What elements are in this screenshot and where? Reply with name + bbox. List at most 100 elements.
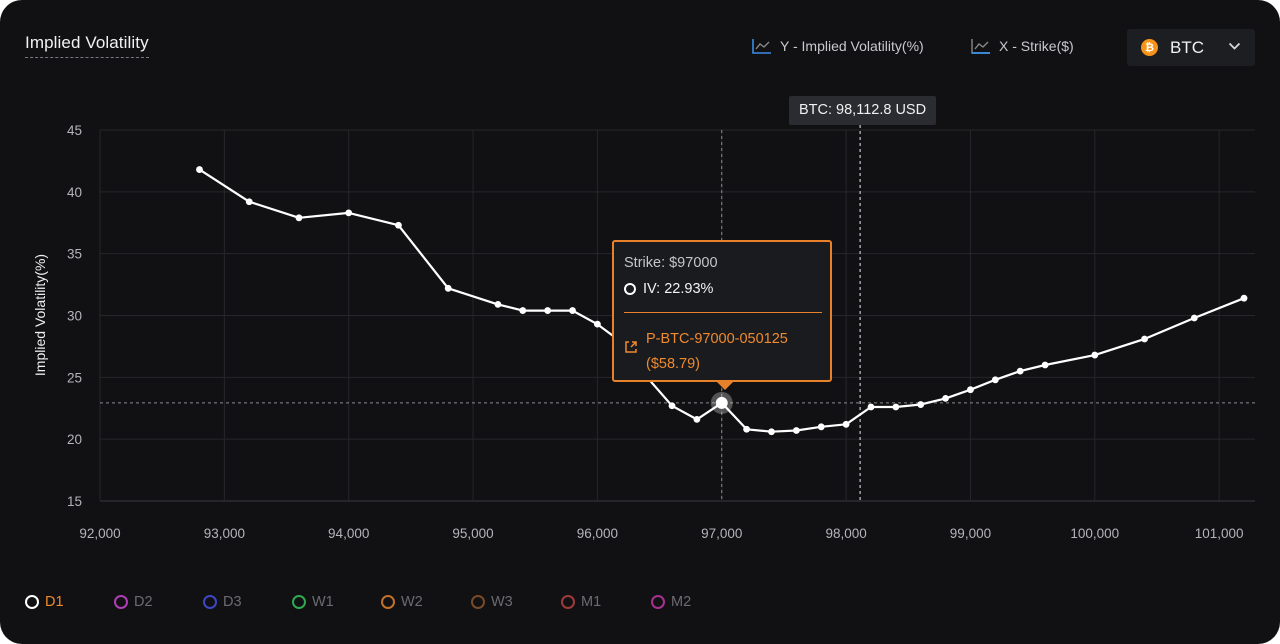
page-title: Implied Volatility xyxy=(25,33,149,58)
y-tick-label: 35 xyxy=(67,247,82,262)
series-marker-icon xyxy=(292,595,306,609)
bitcoin-icon: ₿ xyxy=(1141,39,1158,56)
series-toggle-m2[interactable]: M2 xyxy=(651,594,711,610)
data-point xyxy=(1190,314,1198,322)
data-point xyxy=(967,386,974,394)
y-axis-title: Implied Volatility(%) xyxy=(32,254,48,376)
series-toggle-label: M1 xyxy=(581,594,602,610)
x-axis-legend-label: X - Strike($) xyxy=(999,38,1074,54)
active-point xyxy=(715,396,728,409)
x-tick-label: 94,000 xyxy=(328,526,369,541)
series-toggle-w3[interactable]: W3 xyxy=(471,594,561,610)
series-marker-icon xyxy=(25,595,39,609)
y-axis-legend: Y - Implied Volatility(%) xyxy=(752,38,924,54)
series-marker-icon xyxy=(651,595,665,609)
data-point xyxy=(1016,367,1024,375)
data-point xyxy=(345,209,353,217)
data-point xyxy=(991,376,999,384)
y-tick-label: 40 xyxy=(67,185,82,200)
y-tick-label: 45 xyxy=(67,123,82,138)
data-point xyxy=(1041,361,1049,369)
data-point xyxy=(842,420,850,428)
x-tick-label: 97,000 xyxy=(701,526,742,541)
x-tick-label: 99,000 xyxy=(950,526,991,541)
series-marker-icon xyxy=(624,283,636,295)
external-link-icon xyxy=(625,341,637,353)
tooltip-iv-value: IV: 22.93% xyxy=(643,281,714,297)
y-tick-label: 30 xyxy=(67,309,82,324)
data-point xyxy=(792,427,800,434)
line-chart-icon xyxy=(971,39,990,54)
tooltip-iv: IV: 22.93% xyxy=(624,281,713,297)
data-point xyxy=(519,307,527,314)
tooltip-divider xyxy=(624,312,822,313)
series-toggle-label: W3 xyxy=(491,594,513,610)
line-chart-icon xyxy=(752,39,771,54)
data-point xyxy=(668,402,676,410)
data-point xyxy=(892,403,900,411)
y-tick-label: 25 xyxy=(67,370,82,385)
data-point xyxy=(395,221,402,229)
spot-price-tag: BTC: 98,112.8 USD xyxy=(789,96,937,125)
series-legend: D1 D2 D3 W1 W2 W3 M1 M2 xyxy=(25,594,711,610)
series-marker-icon xyxy=(381,595,395,609)
series-toggle-w1[interactable]: W1 xyxy=(292,594,381,610)
contract-price: ($58.79) xyxy=(646,356,701,372)
data-point xyxy=(917,401,925,408)
contract-link[interactable]: P-BTC-97000-050125 ($58.79) xyxy=(624,327,788,377)
data-point xyxy=(245,198,253,206)
asset-select[interactable]: ₿ BTC xyxy=(1127,29,1255,66)
series-toggle-m1[interactable]: M1 xyxy=(561,594,651,610)
x-axis-legend: X - Strike($) xyxy=(971,38,1074,54)
reference-lines xyxy=(100,125,1255,501)
data-point xyxy=(1091,351,1099,359)
data-point xyxy=(768,428,775,436)
y-tick-label: 15 xyxy=(67,494,82,509)
data-tooltip: Strike: $97000 IV: 22.93% P-BTC-97000-05… xyxy=(612,240,832,390)
data-point xyxy=(817,423,825,431)
series-toggle-label: D1 xyxy=(45,594,64,610)
x-tick-label: 93,000 xyxy=(204,526,245,541)
x-tick-label: 96,000 xyxy=(577,526,618,541)
series-marker-icon xyxy=(203,595,217,609)
series-marker-icon xyxy=(114,595,128,609)
x-tick-label: 95,000 xyxy=(452,526,493,541)
series-toggle-label: W1 xyxy=(312,594,334,610)
series-marker-icon xyxy=(471,595,485,609)
chart-axes: 15 20 25 30 35 40 45 92,000 93,000 94,000 95,000 96… xyxy=(67,123,1244,541)
chevron-down-icon xyxy=(1228,42,1241,50)
data-point xyxy=(544,307,552,314)
x-tick-label: 101,000 xyxy=(1195,526,1244,541)
data-point xyxy=(693,415,701,423)
x-tick-label: 92,000 xyxy=(79,526,120,541)
x-tick-label: 100,000 xyxy=(1070,526,1119,541)
data-point xyxy=(1240,294,1248,302)
data-point xyxy=(494,300,502,308)
data-point xyxy=(444,284,452,292)
series-toggle-d1[interactable]: D1 xyxy=(25,594,114,610)
series-d1 xyxy=(196,166,1248,436)
tooltip-strike: Strike: $97000 xyxy=(624,255,718,271)
data-point xyxy=(1141,335,1148,343)
data-point xyxy=(942,394,949,402)
x-tick-label: 98,000 xyxy=(825,526,866,541)
data-point xyxy=(196,166,203,173)
series-marker-icon xyxy=(561,595,575,609)
data-point xyxy=(295,214,303,222)
series-toggle-d3[interactable]: D3 xyxy=(203,594,292,610)
series-toggle-label: W2 xyxy=(401,594,423,610)
series-toggle-label: D3 xyxy=(223,594,242,610)
data-point xyxy=(867,403,875,411)
series-toggle-w2[interactable]: W2 xyxy=(381,594,471,610)
y-axis-legend-label: Y - Implied Volatility(%) xyxy=(780,38,924,54)
asset-select-label: BTC xyxy=(1170,37,1204,57)
y-tick-label: 20 xyxy=(67,432,82,447)
contract-symbol: P-BTC-97000-050125 xyxy=(646,331,788,347)
series-toggle-label: D2 xyxy=(134,594,153,610)
series-toggle-label: M2 xyxy=(671,594,692,610)
series-toggle-d2[interactable]: D2 xyxy=(114,594,203,610)
data-point xyxy=(743,425,751,433)
data-point xyxy=(594,320,601,328)
